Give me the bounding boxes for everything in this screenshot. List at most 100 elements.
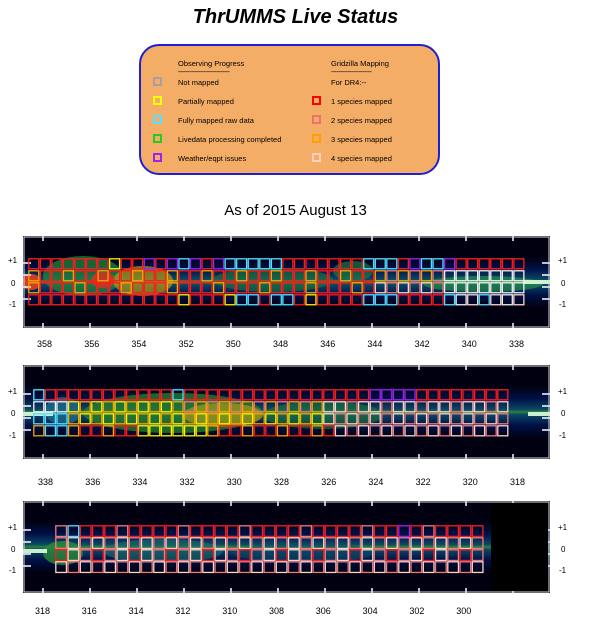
x-tick-label: 332 [179,477,195,487]
survey-tile [398,561,411,574]
survey-tile [201,270,213,282]
survey-tile [293,282,306,294]
survey-tile [339,270,352,282]
as-of-date: As of 2015 August 13 [224,202,367,219]
survey-tile [137,425,149,437]
x-tick-label: 308 [269,606,285,616]
survey-tile [253,401,265,413]
survey-tile [363,282,375,294]
survey-tile [201,294,213,306]
survey-tile [39,258,51,270]
survey-tile [155,282,167,294]
survey-tile [120,258,132,270]
survey-tile [85,282,98,294]
survey-tile [247,258,259,270]
survey-tile [276,389,289,401]
survey-tile [51,270,63,282]
x-tick-label: 320 [462,477,478,487]
survey-tile [324,549,337,562]
survey-tile [56,389,68,401]
survey-tile [153,537,166,550]
survey-tile [373,525,386,538]
survey-tile [374,258,386,270]
survey-tile [189,525,202,538]
survey-tile [44,425,57,437]
survey-tile [323,413,335,425]
survey-tile [263,561,276,574]
survey-tile [166,270,178,282]
survey-tile [39,294,51,306]
survey-tile [497,401,509,413]
survey-tile [346,389,358,401]
survey-tile [328,282,340,294]
survey-tile [102,425,115,437]
survey-tile [155,294,167,306]
survey-tile [373,549,386,562]
survey-tile [415,425,428,437]
x-tick-label: 324 [368,477,384,487]
panel-3-ytick-right-0: 0 [561,545,566,554]
survey-tile [334,425,347,437]
legend-label-fully-mapped: Fully mapped raw data [178,116,254,125]
x-tick-label: 316 [81,606,97,616]
survey-tile [410,549,423,562]
survey-tile [226,549,239,562]
survey-tile [450,413,463,425]
survey-tile [349,549,362,562]
survey-tile [432,258,444,270]
survey-tile [120,270,132,282]
survey-tile [409,270,421,282]
survey-tile [265,389,277,401]
survey-tile [33,413,45,425]
survey-tile [79,413,91,425]
survey-tile [251,561,264,574]
survey-tile [478,258,490,270]
survey-tile [339,282,352,294]
x-tick-label: 318 [35,606,51,616]
panel-1-ytick-right-plus1: +1 [558,256,568,265]
survey-tile [415,401,428,413]
x-tick-label: 356 [84,339,100,349]
survey-tile [79,561,92,574]
survey-tile [282,294,294,306]
legend-swatch-2-species [312,115,321,124]
survey-tile [241,413,254,425]
survey-tile [434,537,447,550]
survey-tile [177,561,190,574]
survey-tile [447,561,460,574]
survey-tile [224,282,236,294]
survey-tile [467,294,479,306]
survey-tile [143,270,155,282]
survey-tile [501,294,513,306]
survey-tile [369,389,381,401]
survey-tile [328,258,340,270]
survey-tile [334,389,347,401]
survey-tile [207,413,219,425]
survey-tile [109,258,121,270]
survey-tile [172,425,184,437]
survey-tile [247,294,259,306]
survey-tile [259,282,271,294]
survey-tile [287,525,300,538]
survey-tile [459,549,472,562]
survey-tile [287,561,300,574]
survey-tile [104,525,117,538]
survey-tile [305,258,317,270]
survey-tile [490,270,502,282]
survey-tile [513,294,525,306]
survey-tile [334,413,347,425]
x-tick-label: 336 [85,477,101,487]
survey-tile [447,537,460,550]
survey-tile [253,389,265,401]
survey-tile [349,525,362,538]
panel-3-ytick-0: 0 [11,545,16,554]
survey-tile [207,389,219,401]
survey-tile [311,425,323,437]
survey-tile [397,294,409,306]
survey-tile [51,282,63,294]
legend-label-2-species: 2 species mapped [331,116,392,125]
survey-tile [189,282,202,294]
survey-tile [392,401,405,413]
survey-tile [202,549,215,562]
survey-tile [202,561,215,574]
